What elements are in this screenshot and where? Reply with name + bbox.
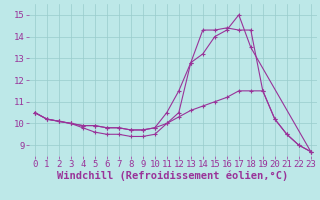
X-axis label: Windchill (Refroidissement éolien,°C): Windchill (Refroidissement éolien,°C) bbox=[57, 171, 288, 181]
